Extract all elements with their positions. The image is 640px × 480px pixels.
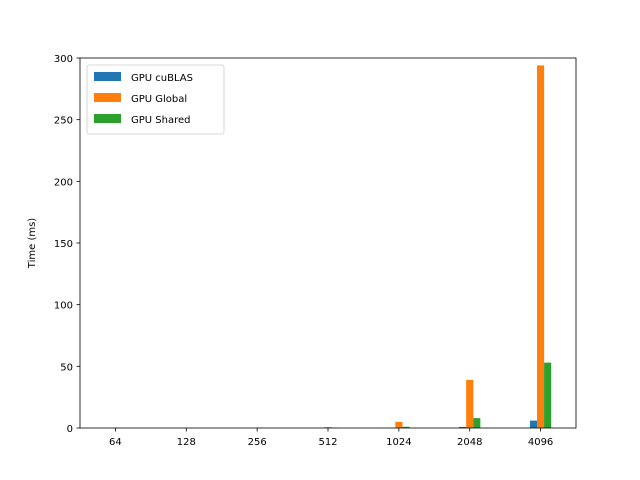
bar-gpu-global-4096 (537, 65, 545, 429)
legend-swatch (94, 114, 121, 123)
bar-gpu-global-1024 (395, 421, 403, 428)
y-tick-label: 150 (54, 239, 73, 250)
bar-gpu-shared-2048 (473, 418, 481, 428)
x-tick-label: 2048 (457, 437, 482, 448)
legend-box (86, 64, 225, 135)
x-tick-label: 256 (248, 437, 267, 448)
y-tick-label: 250 (54, 116, 73, 127)
y-axis-label: Time (ms) (27, 218, 38, 270)
bar-gpu-shared-1024 (402, 426, 410, 428)
bar-gpu-cublas-4096 (529, 420, 538, 428)
bar-gpu-cublas-2048 (459, 426, 467, 428)
bar-gpu-global-512 (324, 427, 332, 428)
y-tick-label: 100 (54, 301, 73, 312)
y-tick-label: 0 (67, 424, 73, 435)
legend-swatch (94, 72, 121, 81)
y-tick-label: 300 (54, 54, 73, 65)
bar-gpu-global-2048 (466, 379, 474, 428)
legend-label: GPU Shared (131, 115, 190, 126)
x-tick-label: 4096 (528, 437, 553, 448)
y-tick-label: 200 (54, 177, 73, 188)
x-tick-label: 128 (177, 437, 196, 448)
bar-gpu-shared-4096 (544, 362, 552, 428)
legend-label: GPU cuBLAS (131, 73, 193, 84)
y-tick-label: 50 (60, 362, 73, 373)
x-tick-label: 64 (109, 437, 122, 448)
x-tick-label: 512 (318, 437, 337, 448)
legend-swatch (94, 93, 121, 102)
legend-label: GPU Global (131, 94, 187, 105)
axes-layer: 64 128 256 512 1024 2048 4096 0 50 100 150 200 250 30… (54, 54, 577, 448)
legend: GPU cuBLAS GPU Global GPU Shared (86, 64, 225, 135)
x-tick-label: 1024 (386, 437, 411, 448)
